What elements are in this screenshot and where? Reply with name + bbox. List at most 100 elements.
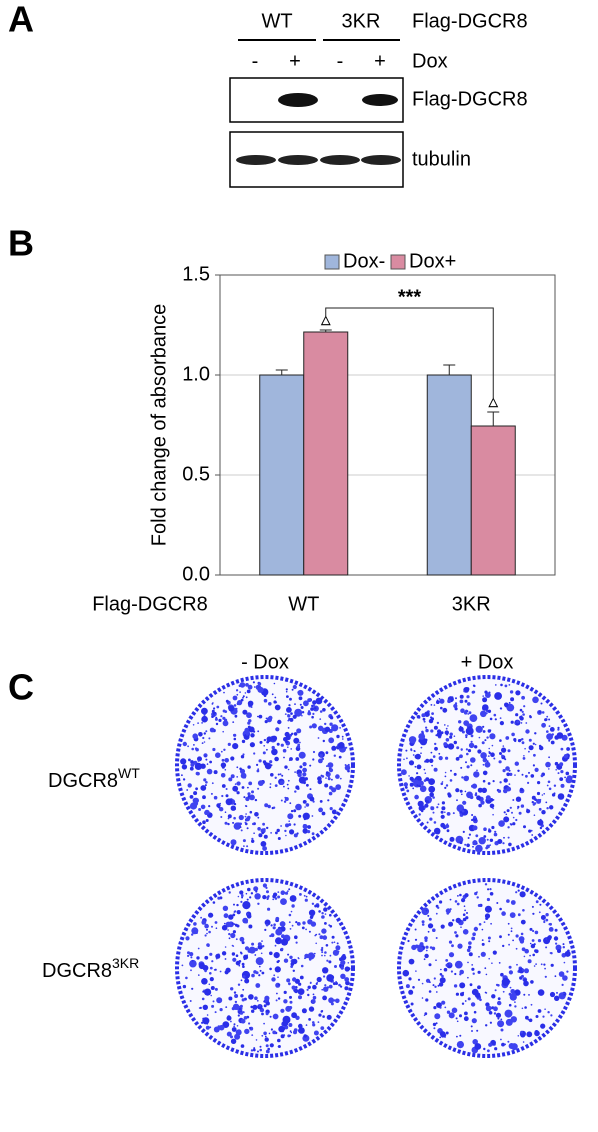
colony (499, 907, 502, 911)
colony (555, 942, 558, 945)
colony (211, 925, 213, 928)
colony (228, 996, 233, 1001)
colony (463, 720, 470, 726)
colony (246, 827, 249, 830)
error-bar (275, 369, 288, 375)
colony (240, 1044, 245, 1048)
colony (305, 895, 308, 898)
colony (435, 1022, 438, 1025)
colony (340, 985, 343, 988)
colony (258, 759, 262, 763)
colony (471, 1030, 473, 1032)
colony (445, 1031, 449, 1035)
colony (471, 818, 474, 822)
colony (469, 983, 473, 987)
colony (477, 970, 481, 974)
colony (202, 795, 206, 800)
colony (243, 711, 245, 714)
colony (537, 1009, 542, 1013)
colony (213, 795, 218, 800)
colony (214, 1011, 217, 1014)
colony (315, 697, 323, 705)
colony (220, 750, 223, 753)
colony (538, 710, 542, 714)
colony (515, 690, 521, 696)
colony (527, 959, 532, 964)
colony (532, 929, 535, 933)
colony (189, 766, 194, 771)
colony (430, 806, 433, 809)
colony (302, 824, 308, 829)
colony (203, 989, 205, 991)
colony (444, 771, 447, 774)
colony (500, 972, 504, 977)
colony (545, 938, 548, 940)
colony (328, 960, 332, 964)
colony (319, 935, 324, 940)
x-tick-label: 3KR (452, 593, 491, 615)
colony (202, 1004, 208, 1010)
colony (240, 698, 244, 702)
colony (294, 703, 296, 705)
colony (319, 800, 323, 803)
colony (548, 927, 554, 932)
colony (220, 715, 223, 718)
colony (197, 947, 200, 950)
colony (447, 725, 449, 727)
colony (413, 750, 416, 752)
colony (498, 962, 501, 964)
colony (523, 980, 529, 987)
colony (294, 771, 296, 773)
colony (431, 946, 436, 951)
colony (521, 710, 524, 714)
colony (188, 758, 191, 762)
colony (482, 695, 485, 697)
colony (307, 825, 311, 829)
colony (414, 938, 418, 941)
colony (282, 1020, 289, 1027)
colony (283, 999, 288, 1004)
colony (449, 779, 453, 782)
colony (311, 715, 314, 719)
colony (220, 773, 226, 778)
colony (273, 952, 280, 959)
colony (421, 982, 424, 985)
colony (239, 936, 245, 942)
colony (544, 718, 548, 722)
colony (265, 1012, 269, 1016)
colony (276, 960, 280, 964)
colony (472, 932, 476, 936)
row-superscript: 3KR (112, 955, 139, 971)
colony (499, 781, 502, 784)
colony (206, 928, 208, 931)
colony (211, 782, 214, 785)
colony (432, 984, 435, 987)
colony (450, 970, 453, 973)
colony (546, 784, 549, 787)
colony (289, 1000, 293, 1004)
colony (528, 745, 534, 751)
colony (267, 907, 271, 911)
colony (290, 962, 295, 966)
colony (559, 762, 564, 767)
colony (224, 958, 227, 960)
colony (508, 842, 512, 847)
colony (224, 946, 227, 948)
colony (513, 738, 517, 742)
colony (554, 975, 557, 978)
colony (532, 696, 539, 704)
colony (290, 910, 293, 913)
colony (200, 916, 203, 919)
colony (277, 976, 279, 978)
colony (250, 892, 254, 895)
colony (255, 890, 258, 893)
colony (412, 986, 415, 989)
colony (504, 1043, 507, 1046)
colony (255, 1039, 258, 1041)
colony (428, 963, 432, 967)
colony (240, 900, 243, 904)
colony (301, 1008, 307, 1014)
colony (204, 934, 207, 937)
colony (420, 752, 422, 754)
colony (534, 743, 537, 746)
